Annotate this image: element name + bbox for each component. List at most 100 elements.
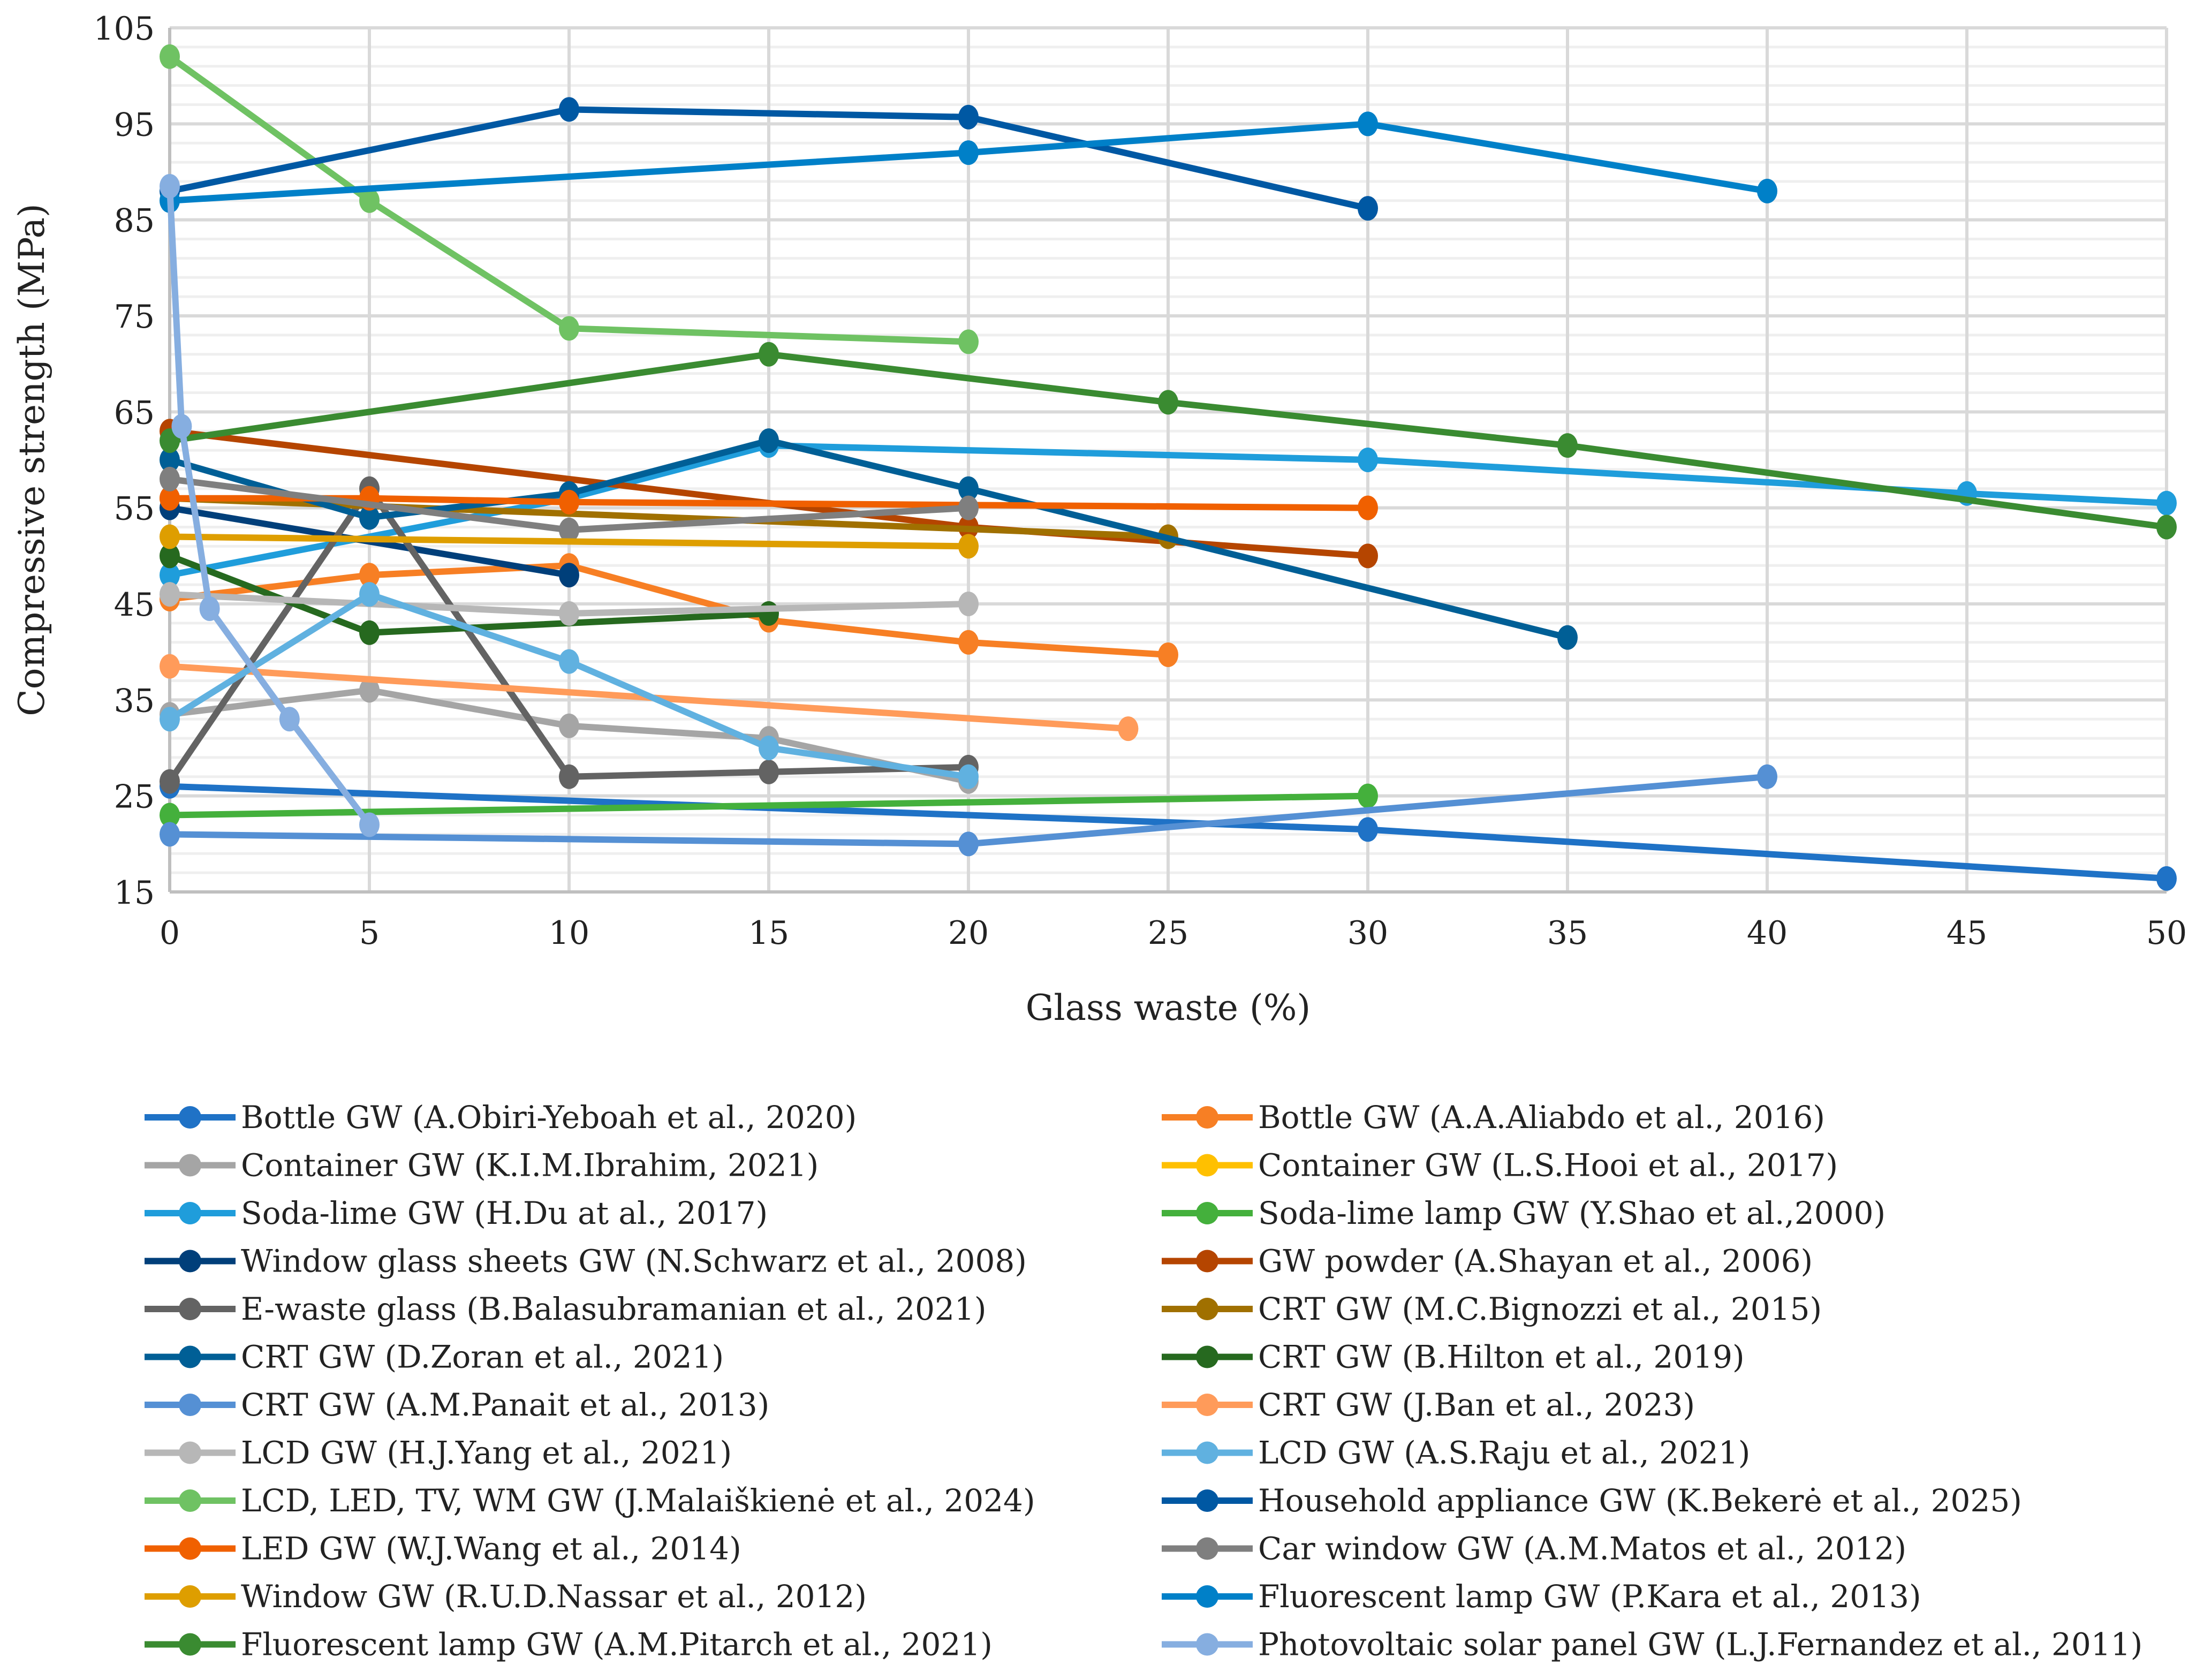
legend-swatch-marker: [179, 1537, 201, 1560]
legend-label: Soda-lime GW (H.Du at al., 2017): [241, 1195, 768, 1231]
data-point: [1358, 495, 1378, 520]
data-point: [559, 517, 579, 542]
legend-swatch-marker: [179, 1489, 201, 1512]
data-point: [1358, 543, 1378, 569]
data-point: [1358, 783, 1378, 808]
series-11: [160, 428, 1578, 650]
x-axis-label: Glass waste (%): [1026, 987, 1311, 1028]
legend-item: Fluorescent lamp GW (A.M.Pitarch et al.,…: [145, 1626, 993, 1663]
legend-item: Fluorescent lamp GW (P.Kara et al., 2013…: [1162, 1578, 1921, 1615]
data-point: [160, 563, 180, 588]
data-point: [160, 173, 180, 199]
legend-swatch-marker: [179, 1202, 201, 1224]
series-13: [160, 764, 1777, 857]
legend-swatch-marker: [179, 1345, 201, 1368]
data-point: [1358, 448, 1378, 472]
y-tick-label: 35: [114, 682, 155, 720]
legend-item: CRT GW (M.C.Bignozzi et al., 2015): [1162, 1291, 1822, 1327]
data-point: [160, 44, 180, 69]
legend-swatch-marker: [1196, 1298, 1218, 1320]
series-line: [169, 562, 1169, 659]
legend-label: CRT GW (M.C.Bignozzi et al., 2015): [1258, 1291, 1822, 1327]
data-point: [1557, 625, 1578, 650]
series-line: [169, 120, 1768, 204]
legend-label: Car window GW (A.M.Matos et al., 2012): [1258, 1531, 1906, 1567]
data-point: [958, 831, 979, 857]
legend-label: E-waste glass (B.Balasubramanian et al.,…: [241, 1291, 986, 1327]
y-tick-label: 45: [114, 586, 155, 624]
legend-item: Household appliance GW (K.Bekerė et al.,…: [1162, 1482, 2022, 1519]
data-point: [759, 736, 779, 760]
legend-label: Household appliance GW (K.Bekerė et al.,…: [1258, 1482, 2022, 1519]
data-point: [160, 822, 180, 847]
data-point: [171, 414, 192, 439]
data-point: [958, 476, 979, 501]
legend-item: Photovoltaic solar panel GW (L.J.Fernand…: [1162, 1626, 2142, 1663]
data-point: [359, 620, 380, 645]
x-tick-label: 25: [1148, 914, 1188, 952]
data-point: [359, 563, 380, 588]
legend-swatch-marker: [179, 1441, 201, 1464]
data-point: [160, 803, 180, 828]
legend-label: LED GW (W.J.Wang et al., 2014): [241, 1531, 741, 1567]
data-point: [160, 466, 180, 491]
legend-label: GW powder (A.Shayan et al., 2006): [1258, 1243, 1813, 1280]
legend-label: CRT GW (B.Hilton et al., 2019): [1258, 1339, 1745, 1375]
legend-swatch-marker: [179, 1154, 201, 1177]
legend-label: Window glass sheets GW (N.Schwarz et al.…: [241, 1243, 1027, 1280]
legend-label: Window GW (R.U.D.Nassar et al., 2012): [241, 1578, 867, 1615]
legend-label: CRT GW (A.M.Panait et al., 2013): [241, 1387, 769, 1423]
data-point: [958, 329, 979, 354]
y-tick-label: 95: [114, 106, 155, 143]
series-lines: [160, 44, 2177, 891]
data-point: [559, 97, 579, 122]
legend-label: Bottle GW (A.A.Aliabdo et al., 2016): [1258, 1099, 1825, 1136]
legend-item: Window glass sheets GW (N.Schwarz et al.…: [145, 1243, 1027, 1280]
data-point: [958, 630, 979, 655]
data-point: [2156, 866, 2177, 891]
x-tick-label: 10: [549, 914, 589, 952]
legend-swatch-marker: [1196, 1345, 1218, 1368]
legend-label: Soda-lime lamp GW (Y.Shao et al.,2000): [1258, 1195, 1885, 1231]
series-line: [169, 792, 1368, 819]
legend-item: Soda-lime lamp GW (Y.Shao et al.,2000): [1162, 1195, 1885, 1231]
data-point: [160, 769, 180, 794]
series-9: [160, 476, 979, 794]
legend-swatch-marker: [1196, 1585, 1218, 1608]
data-point: [160, 654, 180, 679]
data-point: [1557, 433, 1578, 458]
legend-swatch-marker: [179, 1250, 201, 1273]
data-point: [359, 188, 380, 213]
legend-swatch-marker: [1196, 1106, 1218, 1129]
legend-item: Soda-lime GW (H.Du at al., 2017): [145, 1195, 768, 1231]
data-point: [1757, 178, 1777, 203]
legend-item: LED GW (W.J.Wang et al., 2014): [145, 1531, 741, 1567]
data-point: [759, 428, 779, 453]
series-23: [160, 342, 2177, 540]
series-line: [169, 533, 969, 550]
legend-label: LCD GW (A.S.Raju et al., 2021): [1258, 1435, 1750, 1471]
x-tick-label: 15: [748, 914, 789, 952]
x-tick-label: 30: [1347, 914, 1388, 952]
data-point: [160, 582, 180, 607]
data-point: [359, 678, 380, 703]
data-point: [559, 601, 579, 626]
data-point: [1358, 196, 1378, 221]
data-point: [759, 342, 779, 367]
x-tick-label: 5: [359, 914, 380, 952]
legend-swatch-marker: [1196, 1202, 1218, 1224]
series-12: [160, 543, 779, 645]
data-point: [359, 582, 380, 607]
legend-swatch-marker: [179, 1298, 201, 1320]
legend-swatch-marker: [179, 1106, 201, 1129]
legend-swatch-marker: [1196, 1633, 1218, 1656]
x-tick-label: 50: [2146, 914, 2187, 952]
legend-item: E-waste glass (B.Balasubramanian et al.,…: [145, 1291, 986, 1327]
data-point: [958, 534, 979, 559]
legend-item: LCD, LED, TV, WM GW (J.Malaiškienė et al…: [145, 1482, 1035, 1519]
data-point: [1358, 111, 1378, 137]
legend-swatch-marker: [1196, 1441, 1218, 1464]
x-tick-label: 0: [160, 914, 180, 952]
legend-item: CRT GW (A.M.Panait et al., 2013): [145, 1387, 769, 1423]
